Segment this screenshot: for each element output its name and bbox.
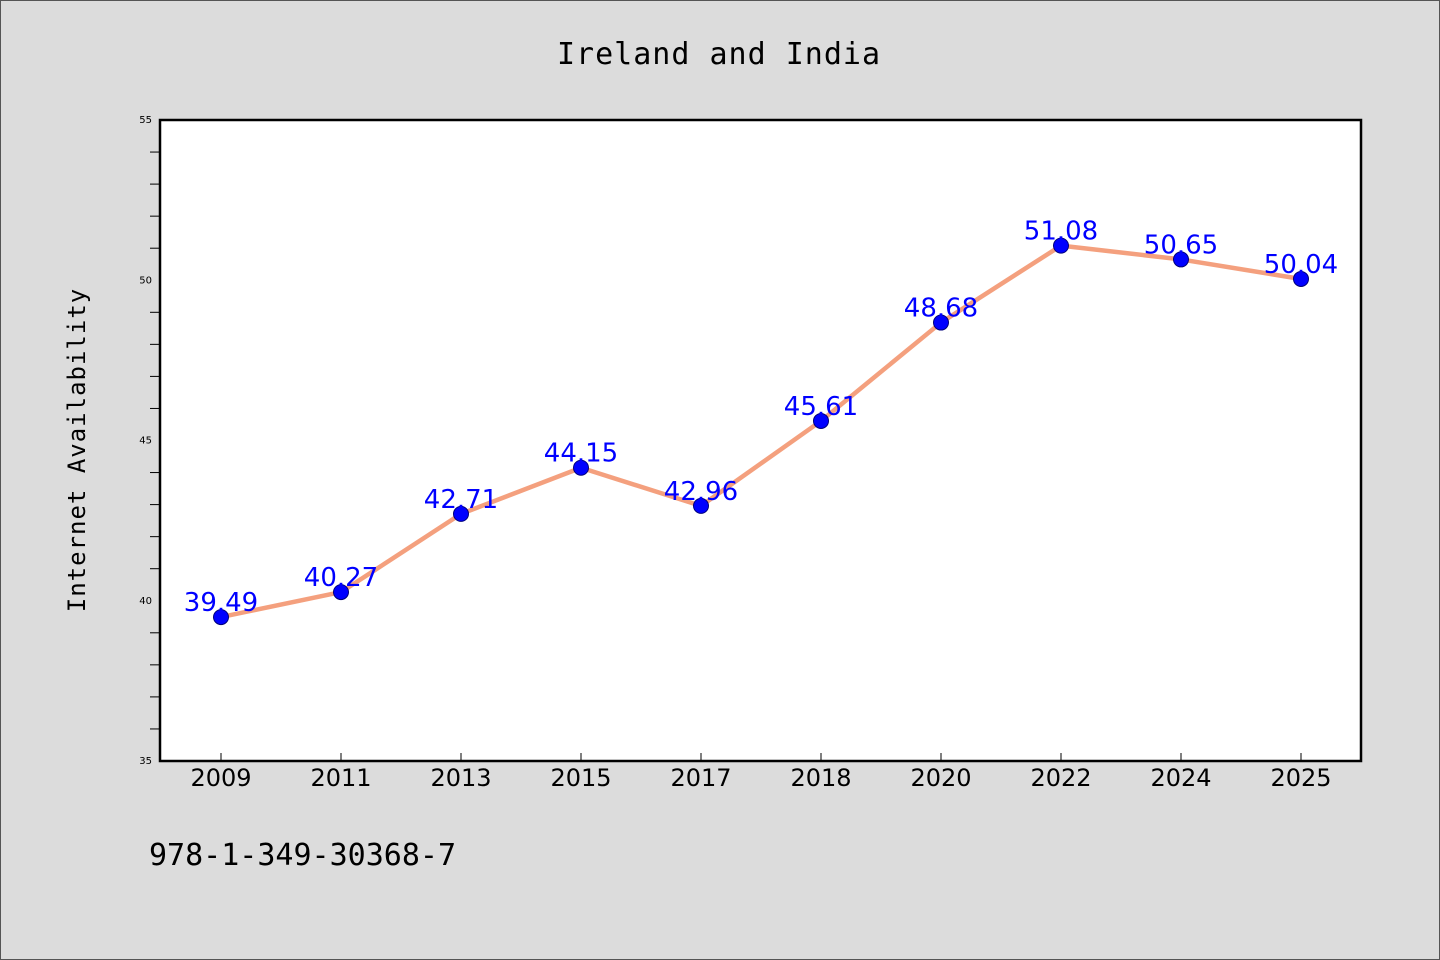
chart-title: Ireland and India [557, 37, 881, 72]
data-point [333, 584, 349, 601]
data-label: 39.49 [184, 588, 258, 618]
data-point [813, 412, 829, 429]
data-point [453, 505, 469, 522]
x-tick-label: 2025 [1270, 764, 1331, 792]
data-point [1053, 237, 1069, 254]
data-point [693, 497, 709, 514]
x-tick-label: 2017 [670, 764, 731, 792]
data-label: 42.71 [424, 485, 498, 515]
data-label: 50.65 [1144, 230, 1218, 260]
x-tick-label: 2011 [310, 764, 371, 792]
y-axis: 35 40 45 50 55 [139, 115, 160, 767]
data-label: 42.96 [664, 477, 738, 507]
data-label: 51.08 [1024, 217, 1098, 247]
isbn-text: 978-1-349-30368-7 [149, 838, 456, 873]
data-point [1173, 251, 1189, 268]
data-label: 50.04 [1264, 250, 1338, 280]
series-layer [213, 237, 1309, 626]
data-label-layer: 39.49 40.27 42.71 44.15 42.96 45.61 48.68 51.08… [184, 217, 1338, 618]
data-label: 44.15 [544, 439, 618, 469]
x-tick-label: 2018 [790, 764, 851, 792]
x-tick-label: 2024 [1150, 764, 1211, 792]
x-axis: 2009 2011 2013 2015 2017 2018 2020 2022 2024 2025 [190, 753, 1332, 792]
x-tick-label: 2022 [1030, 764, 1091, 792]
data-label: 40.27 [304, 563, 378, 593]
data-label: 45.61 [784, 392, 858, 422]
x-tick-label: 2013 [430, 764, 491, 792]
series-line [218, 243, 1304, 620]
x-tick-label: 2009 [190, 764, 251, 792]
data-point [1293, 270, 1309, 287]
y-tick-label: 35 [139, 756, 152, 767]
data-label: 48.68 [904, 294, 978, 324]
y-tick-label: 40 [139, 596, 152, 607]
y-axis-label: Internet Availability [63, 288, 91, 612]
x-tick-label: 2015 [550, 764, 611, 792]
y-tick-label: 50 [139, 275, 152, 286]
data-point [933, 314, 949, 331]
y-tick-label: 55 [139, 115, 152, 126]
y-tick-label: 45 [139, 436, 152, 447]
data-point [213, 609, 229, 626]
plot-area [158, 118, 1363, 763]
x-tick-label: 2020 [910, 764, 971, 792]
data-point [573, 459, 589, 476]
